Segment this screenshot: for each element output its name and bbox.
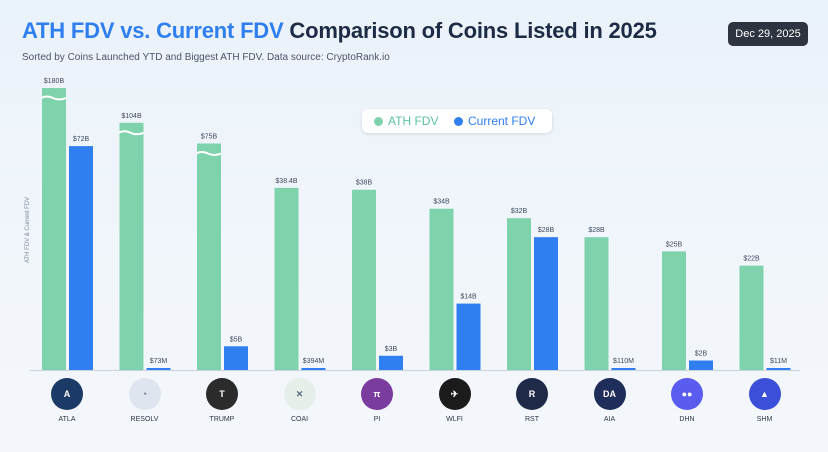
bar-current-aia — [611, 368, 636, 370]
chart-legend: ATH FDV Current FDV — [362, 109, 552, 133]
bar-current-dhn — [689, 360, 713, 370]
legend-label-current: Current FDV — [468, 114, 536, 128]
bar-label-ath-trump: $75B — [201, 134, 218, 141]
legend-label-ath: ATH FDV — [388, 114, 439, 128]
bar-label-ath-rst: $32B — [511, 208, 528, 215]
legend-item-current: Current FDV — [454, 114, 535, 128]
bar-ath-dhn — [662, 251, 686, 370]
bar-current-atla — [69, 146, 93, 370]
rst-logo-icon: R — [516, 378, 548, 410]
chart-title-rest: Comparison of Coins Listed in 2025 — [289, 18, 657, 43]
coin-label-atla: ATLA — [58, 416, 76, 423]
resolv-logo-icon: ◔ — [128, 378, 161, 410]
bar-label-current-shm: $11M — [770, 358, 787, 365]
bar-label-ath-dhn: $25B — [666, 241, 683, 248]
legend-swatch-current — [454, 117, 463, 126]
chart-title: ATH FDV vs. Current FDV Comparison of Co… — [22, 18, 657, 44]
coin-label-dhn: DHN — [679, 416, 695, 423]
coin-label-pi: PI — [373, 416, 381, 423]
bar-current-wlfi — [456, 303, 481, 370]
bar-current-pi — [379, 355, 403, 370]
coai-logo-icon: ✕ — [283, 378, 316, 410]
bar-current-coai — [301, 368, 326, 370]
atla-logo-icon: A — [51, 378, 83, 410]
bar-current-trump — [224, 346, 248, 370]
date-badge: Dec 29, 2025 — [728, 22, 808, 46]
bar-ath-atla — [42, 88, 66, 370]
bar-label-ath-wlfi: $34B — [433, 199, 450, 206]
dhn-logo-icon: ●● — [671, 378, 703, 410]
pi-logo-icon: π — [361, 378, 393, 410]
bar-label-current-wlfi: $14B — [460, 294, 477, 301]
bar-label-ath-coai: $38.4B — [275, 178, 298, 185]
bar-label-ath-atla: $180B — [44, 78, 65, 85]
chart-title-highlight: ATH FDV vs. Current FDV — [22, 18, 284, 43]
legend-item-ath: ATH FDV — [374, 114, 438, 128]
bar-break-mark-atla — [40, 95, 67, 101]
coin-label-coai: COAI — [290, 416, 309, 423]
bar-label-current-dhn: $2B — [695, 351, 708, 358]
bar-label-current-trump: $5B — [230, 336, 243, 343]
bar-current-rst — [534, 237, 558, 370]
bar-label-ath-shm: $22B — [743, 256, 760, 263]
chart-subtitle: Sorted by Coins Launched YTD and Biggest… — [22, 52, 390, 63]
aia-logo-icon: DA — [593, 378, 626, 410]
bar-break-mark-resolv — [118, 130, 144, 136]
bar-label-current-rst: $28B — [538, 227, 555, 234]
coin-label-aia: AIA — [603, 416, 616, 423]
bar-label-current-atla: $72B — [73, 136, 90, 143]
bar-label-current-coai: $394M — [303, 358, 325, 365]
bar-current-resolv — [146, 368, 171, 370]
bar-ath-resolv — [119, 122, 144, 370]
bar-ath-trump — [197, 143, 221, 370]
bar-label-current-pi: $3B — [385, 346, 398, 353]
shm-logo-icon: ▲ — [748, 378, 781, 410]
coin-label-resolv: RESOLV — [130, 416, 159, 423]
bar-label-ath-pi: $38B — [356, 180, 373, 187]
bar-label-current-aia: $110M — [613, 358, 634, 365]
wlfi-logo-icon: ✈ — [438, 378, 471, 410]
bar-break-mark-trump — [195, 151, 222, 157]
bar-label-current-resolv: $73M — [150, 358, 168, 365]
coin-label-wlfi: WLFI — [446, 416, 463, 423]
coin-label-trump: TRUMP — [209, 416, 235, 423]
bar-ath-coai — [274, 187, 299, 370]
legend-swatch-ath — [374, 117, 383, 126]
bar-ath-shm — [739, 265, 764, 370]
coin-label-rst: RST — [525, 416, 539, 423]
bar-label-ath-aia: $28B — [588, 227, 605, 234]
trump-logo-icon: T — [206, 378, 238, 410]
bar-current-shm — [766, 368, 791, 370]
coin-label-shm: SHM — [756, 416, 773, 423]
bar-ath-wlfi — [429, 208, 454, 370]
bar-ath-aia — [584, 237, 609, 370]
bar-ath-pi — [352, 189, 376, 370]
bar-ath-rst — [507, 218, 531, 370]
bar-label-ath-resolv: $104B — [121, 113, 142, 120]
